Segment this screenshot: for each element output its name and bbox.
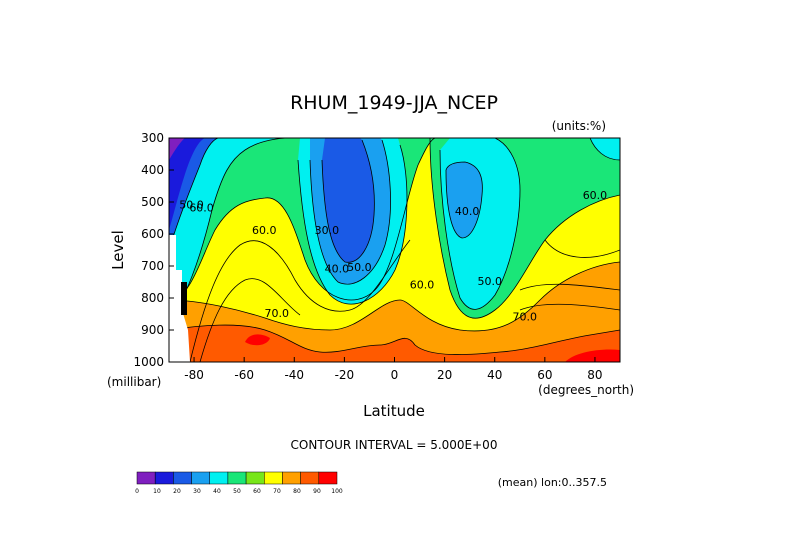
- contour-label: 60.0: [252, 224, 277, 237]
- contour-label: 50.0: [347, 261, 372, 274]
- chart-title: RHUM_1949-JJA_NCEP: [290, 92, 498, 114]
- x-tick-label: 40: [487, 368, 502, 382]
- y-tick-label: 400: [141, 163, 164, 177]
- y-tick-label: 300: [141, 131, 164, 145]
- y-tick-label: 900: [141, 323, 164, 337]
- contour-label: 50.0: [179, 198, 204, 211]
- colorbar-tick-label: 100: [331, 488, 343, 495]
- contour-labels: 50.060.060.070.030.040.050.060.040.050.0…: [179, 189, 607, 324]
- band-40-blue-north: [446, 162, 483, 238]
- missing-data-region: [169, 235, 190, 362]
- contour-label: 40.0: [325, 262, 350, 275]
- colorbar-swatch: [191, 471, 210, 485]
- y-axis-title: Level: [109, 230, 127, 270]
- colorbar-tick-label: 50: [233, 488, 241, 495]
- x-tick-label: -40: [284, 368, 304, 382]
- x-tick-label: -60: [234, 368, 254, 382]
- colorbar-tick-label: 90: [313, 488, 321, 495]
- colorbar-tick-label: 0: [135, 488, 139, 495]
- x-tick-label: 0: [391, 368, 399, 382]
- colorbar-swatch: [318, 471, 338, 485]
- colorbar-swatch: [282, 471, 301, 485]
- colorbar-swatch: [227, 471, 247, 485]
- colorbar-tick-label: 30: [193, 488, 201, 495]
- colorbar-swatch: [300, 471, 320, 485]
- colorbar-swatch: [173, 471, 192, 485]
- x-axis-title: Latitude: [363, 402, 425, 420]
- colorbar: 0 10 20 30 40 50 60 70 80 90 100: [135, 471, 343, 495]
- band-20-blue-south-edge: [169, 138, 205, 230]
- contour-label: 60.0: [410, 278, 435, 291]
- contour-plot: [169, 138, 620, 362]
- colorbar-tick-label: 80: [293, 488, 301, 495]
- band-90-red-north: [565, 349, 620, 362]
- units-label: (units:%): [552, 119, 606, 133]
- colorbar-tick-label: 70: [273, 488, 281, 495]
- contour-label: 30.0: [315, 224, 340, 237]
- x-tick-label: 80: [587, 368, 602, 382]
- x-tick-label: 60: [537, 368, 552, 382]
- colorbar-tick-label: 60: [253, 488, 261, 495]
- colorbar-swatch: [264, 471, 283, 485]
- y-tick-label: 800: [141, 291, 164, 305]
- contour-lines: [169, 138, 620, 362]
- colorbar-swatch: [136, 471, 156, 485]
- x-axis: -80 -60 -40 -20 0 20 40 60 80: [184, 357, 603, 382]
- contour-label: 60.0: [583, 189, 608, 202]
- contour-label: 50.0: [477, 275, 502, 288]
- band-30-blue-core: [322, 138, 375, 263]
- band-90-red-south: [245, 334, 270, 346]
- colorbar-swatch: [209, 471, 229, 485]
- mean-lon-label: (mean) lon:0..357.5: [498, 476, 607, 489]
- y-tick-label: 700: [141, 259, 164, 273]
- band-50-cyan-north-top: [590, 138, 620, 160]
- contour-label: 60.0: [189, 202, 214, 215]
- y-tick-label: 500: [141, 195, 164, 209]
- x-units-label: (degrees_north): [538, 383, 634, 397]
- colorbar-swatch: [245, 471, 265, 485]
- missing-data-black-strip: [181, 282, 187, 315]
- y-axis: 300 400 500 600 700 800 900 1000: [133, 131, 174, 369]
- y-tick-label: 1000: [133, 355, 164, 369]
- x-tick-label: -20: [335, 368, 355, 382]
- x-tick-label: 20: [437, 368, 452, 382]
- colorbar-tick-label: 10: [153, 488, 161, 495]
- contour-label: 70.0: [513, 310, 538, 323]
- band-90-red-orange: [169, 325, 620, 362]
- x-tick-label: -80: [184, 368, 204, 382]
- band-50-cyan-south: [169, 138, 290, 320]
- contour-interval-label: CONTOUR INTERVAL = 5.000E+00: [291, 438, 498, 452]
- contour-label: 40.0: [455, 205, 480, 218]
- colorbar-swatch: [154, 471, 174, 485]
- y-tick-label: 600: [141, 227, 164, 241]
- contour-label: 70.0: [264, 307, 289, 320]
- band-10-purple-corner: [169, 138, 185, 160]
- colorbar-tick-label: 20: [173, 488, 181, 495]
- y-units-label: (millibar): [107, 375, 161, 389]
- colorbar-tick-label: 40: [213, 488, 221, 495]
